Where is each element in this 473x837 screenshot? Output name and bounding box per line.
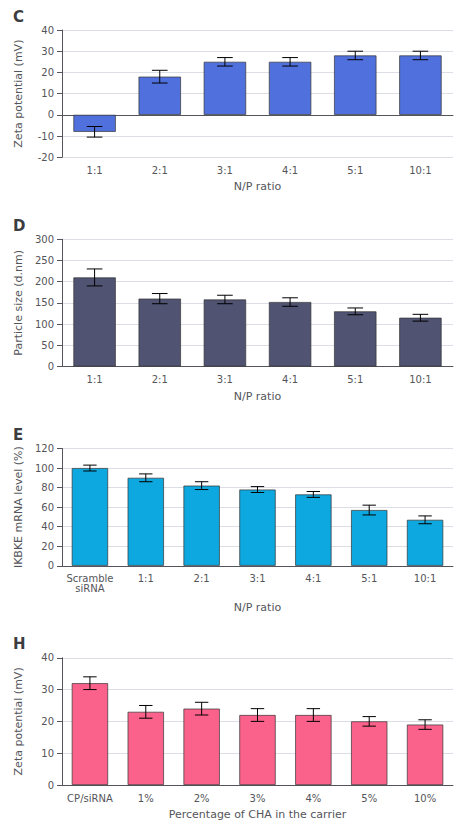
svg-text:Zeta potential (mV): Zeta potential (mV)	[12, 667, 25, 775]
svg-text:3:1: 3:1	[217, 165, 233, 176]
svg-text:10:1: 10:1	[409, 374, 431, 385]
svg-text:100: 100	[35, 319, 54, 330]
svg-text:Percentage of CHA in the carri: Percentage of CHA in the carrier	[169, 808, 347, 821]
svg-text:4%: 4%	[305, 793, 321, 804]
svg-text:40: 40	[41, 521, 54, 532]
svg-text:150: 150	[35, 297, 54, 308]
svg-text:IKBKE mRNA level (%): IKBKE mRNA level (%)	[12, 446, 25, 568]
svg-text:1:1: 1:1	[87, 374, 103, 385]
svg-text:10: 10	[41, 748, 54, 759]
svg-text:5:1: 5:1	[361, 573, 377, 584]
svg-text:0: 0	[48, 560, 54, 571]
svg-text:4:1: 4:1	[305, 573, 321, 584]
svg-text:-10: -10	[38, 131, 54, 142]
svg-text:5:1: 5:1	[347, 374, 363, 385]
svg-text:10%: 10%	[414, 793, 436, 804]
svg-text:CP/siRNA: CP/siRNA	[67, 793, 113, 804]
svg-text:H: H	[13, 635, 26, 653]
svg-text:250: 250	[35, 255, 54, 266]
svg-text:5%: 5%	[361, 793, 377, 804]
svg-text:N/P ratio: N/P ratio	[234, 390, 282, 403]
svg-text:100: 100	[35, 463, 54, 474]
svg-text:1:1: 1:1	[87, 165, 103, 176]
svg-text:20: 20	[41, 541, 54, 552]
svg-text:2:1: 2:1	[152, 374, 168, 385]
svg-text:80: 80	[41, 482, 54, 493]
svg-text:20: 20	[41, 67, 54, 78]
svg-text:30: 30	[41, 684, 54, 695]
svg-text:20: 20	[41, 716, 54, 727]
svg-text:1%: 1%	[138, 793, 154, 804]
svg-text:60: 60	[41, 502, 54, 513]
svg-text:10: 10	[41, 88, 54, 99]
svg-text:3:1: 3:1	[217, 374, 233, 385]
svg-text:40: 40	[41, 652, 54, 663]
svg-text:Particle size (d.nm): Particle size (d.nm)	[12, 250, 25, 356]
svg-text:-20: -20	[38, 152, 54, 163]
svg-text:200: 200	[35, 276, 54, 287]
svg-text:2%: 2%	[194, 793, 210, 804]
svg-text:10:1: 10:1	[414, 573, 436, 584]
svg-text:120: 120	[35, 443, 54, 454]
svg-text:50: 50	[41, 340, 54, 351]
svg-text:E: E	[13, 426, 23, 444]
svg-text:2:1: 2:1	[194, 573, 210, 584]
svg-text:0: 0	[48, 361, 54, 372]
svg-text:4:1: 4:1	[282, 165, 298, 176]
svg-text:30: 30	[41, 46, 54, 57]
svg-text:0: 0	[48, 780, 54, 791]
svg-text:siRNA: siRNA	[75, 583, 104, 594]
svg-text:3:1: 3:1	[249, 573, 265, 584]
svg-text:N/P ratio: N/P ratio	[234, 180, 282, 193]
svg-text:D: D	[13, 217, 25, 235]
svg-text:300: 300	[35, 234, 54, 245]
svg-text:0: 0	[48, 109, 54, 120]
svg-text:3%: 3%	[250, 793, 266, 804]
svg-text:10:1: 10:1	[409, 165, 431, 176]
svg-text:C: C	[13, 8, 24, 26]
svg-text:N/P ratio: N/P ratio	[234, 601, 282, 614]
svg-text:Zeta potential (mV): Zeta potential (mV)	[12, 40, 25, 148]
svg-text:2:1: 2:1	[152, 165, 168, 176]
svg-text:1:1: 1:1	[138, 573, 154, 584]
svg-text:5:1: 5:1	[347, 165, 363, 176]
svg-text:Scramble: Scramble	[66, 573, 114, 585]
svg-text:40: 40	[41, 25, 54, 36]
svg-text:4:1: 4:1	[282, 374, 298, 385]
